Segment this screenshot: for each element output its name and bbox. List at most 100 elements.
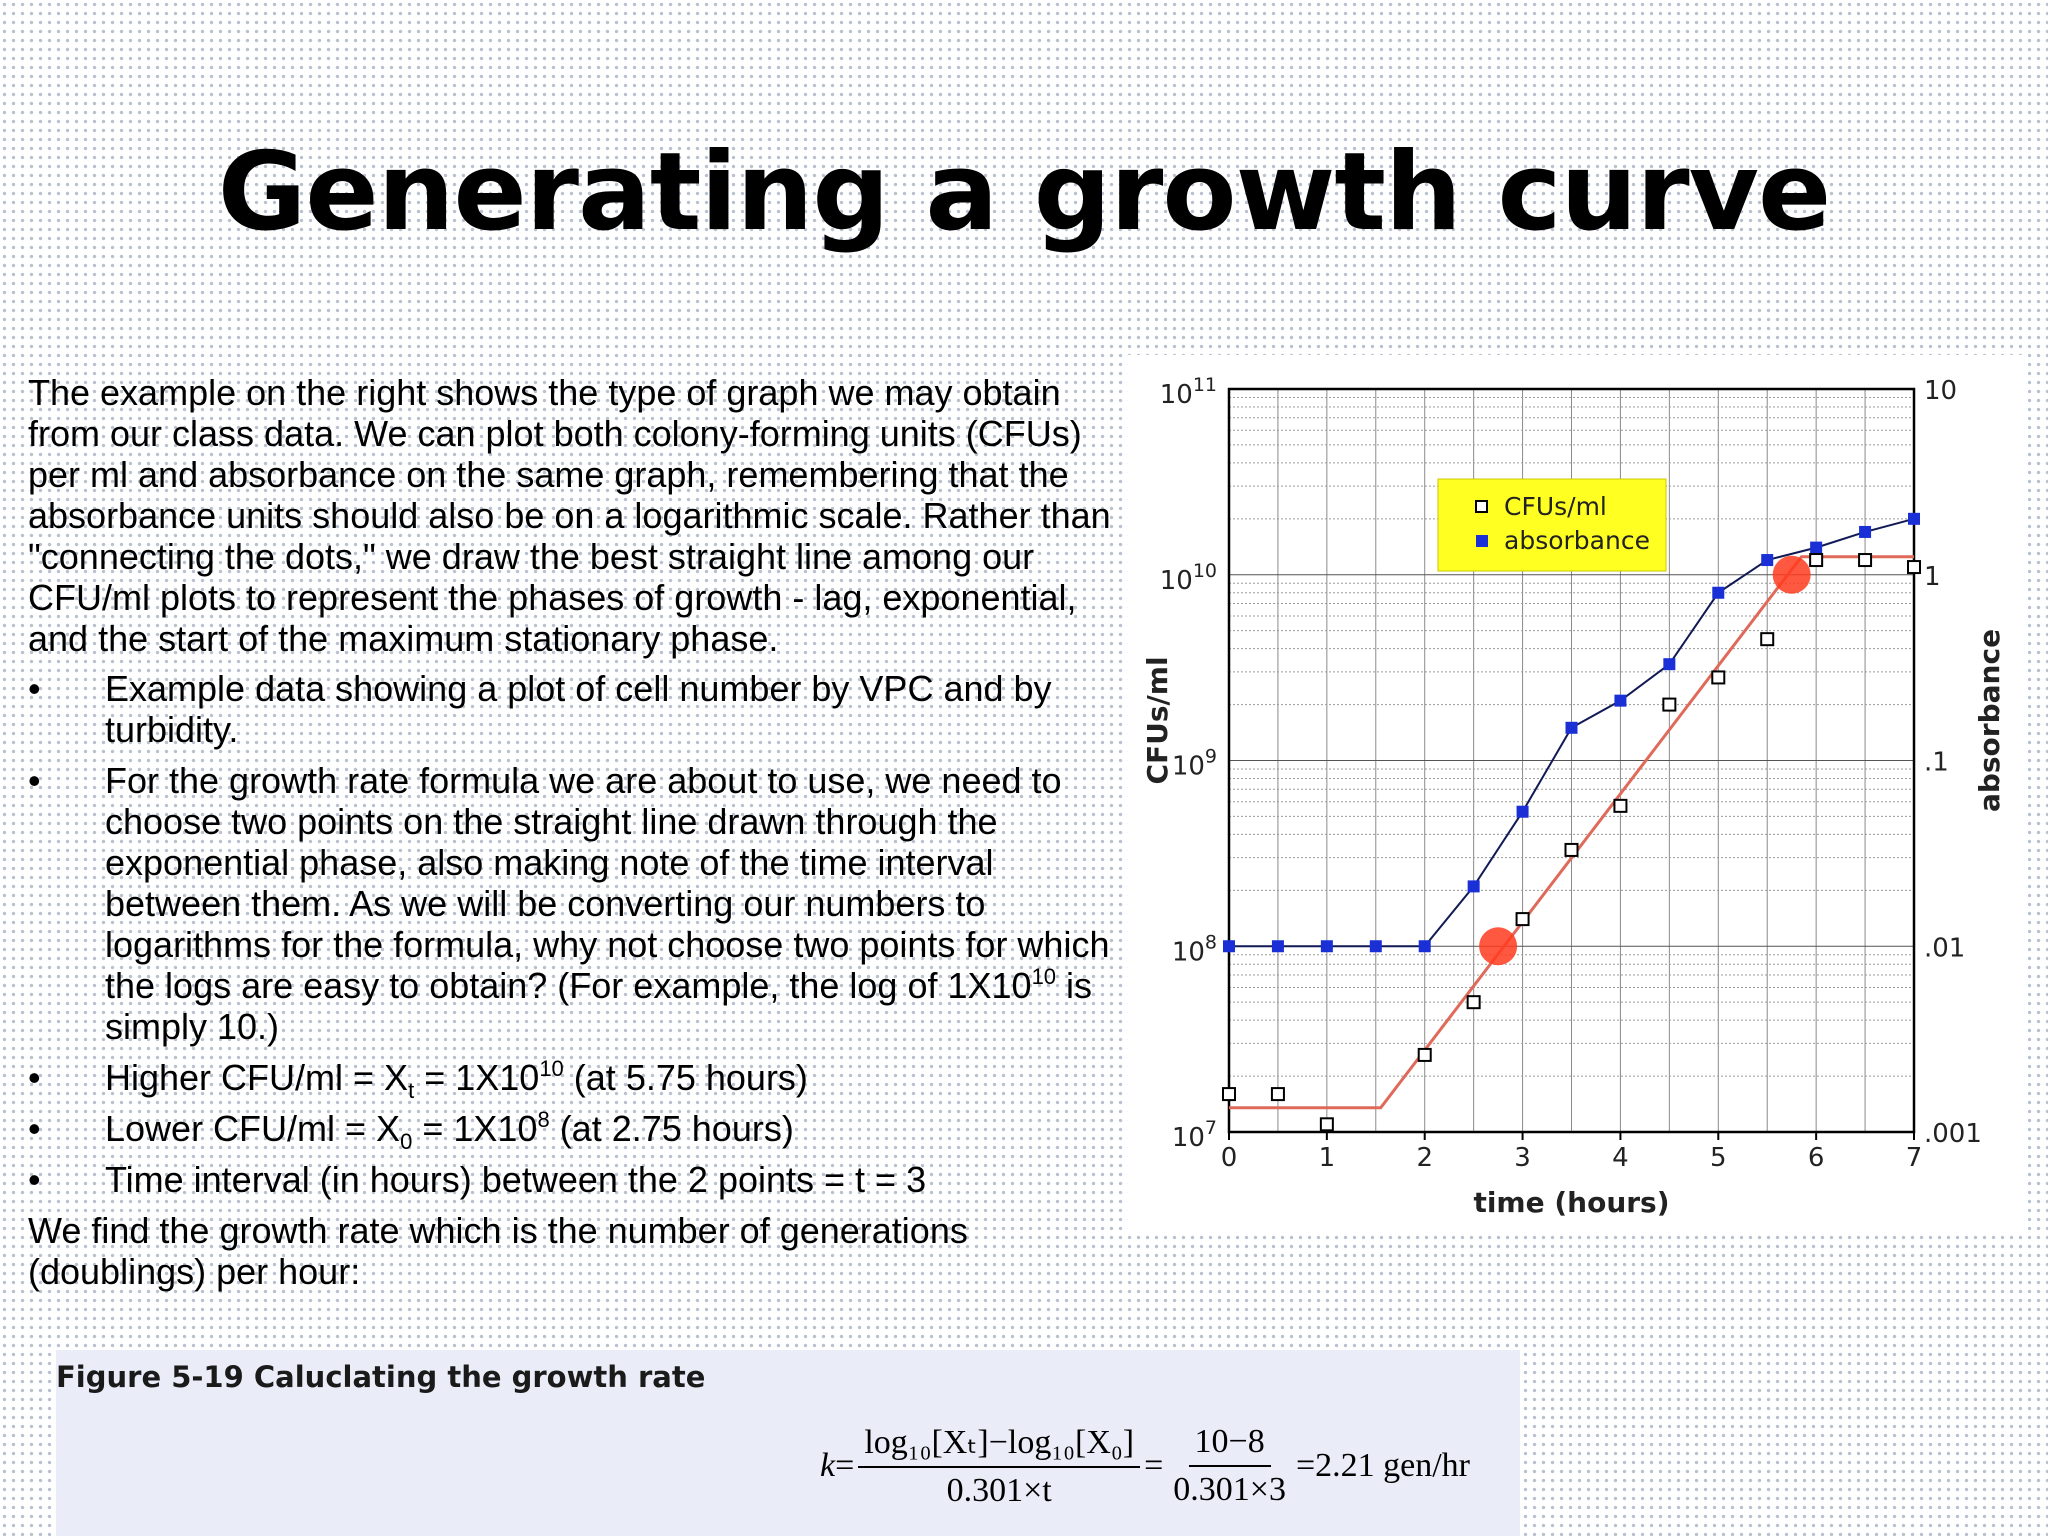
body-text: The example on the right shows the type … [28,372,1128,1292]
growth-rate-formula: k = log₁₀[Xₜ]−log₁₀[X₀] 0.301×t = 10−8 0… [820,1422,1470,1510]
cfu-point [1809,553,1824,568]
bullet-text: Example data showing a plot of cell numb… [105,668,1052,750]
slide-title: Generating a growth curve [217,130,1832,255]
absorbance-point [1418,940,1431,953]
absorbance-point [1908,512,1920,525]
x-tick-label: 6 [1808,1143,1825,1173]
absorbance-point [1271,940,1284,953]
cfu-point [1466,995,1481,1010]
cfu-point [1222,1087,1236,1102]
y-left-tick-label: 109 [1172,746,1217,782]
legend-label-cfu: CFUs/ml [1504,492,1607,521]
formula-figure: Figure 5-19 Caluclating the growth rate … [56,1350,1520,1536]
highlight-point [1772,555,1811,594]
subscript: t [408,1078,415,1103]
highlight-point [1479,927,1518,966]
best-fit-line [1229,555,1914,1110]
y-left-tick-label: 1010 [1160,560,1217,596]
bullet-text: = 1X10 [414,1057,540,1098]
absorbance-point [1614,694,1627,707]
bullet-marker: • [28,1159,41,1200]
bullet-item-3: • Higher CFU/ml = Xt = 1X1010 (at 5.75 h… [28,1056,1128,1102]
formula-denominator-2: 0.301×3 [1173,1471,1286,1508]
bullet-text: Time interval (in hours) between the 2 p… [105,1159,927,1200]
y-left-tick-label: 107 [1172,1117,1217,1153]
cfu-point [1515,912,1530,927]
formula-denominator-1: 0.301×t [946,1472,1052,1509]
bullet-item-4: • Lower CFU/ml = X0 = 1X108 (at 2.75 hou… [28,1107,1128,1153]
formula-fraction-1: log₁₀[Xₜ]−log₁₀[X₀] 0.301×t [858,1422,1141,1510]
exponent: 10 [1031,964,1057,989]
legend-swatch-cfu [1475,500,1488,513]
bullet-text: = 1X10 [412,1108,538,1149]
absorbance-point [1467,880,1480,893]
legend-swatch-absorbance [1476,535,1488,547]
bullet-marker: • [28,668,41,709]
exponent: 8 [537,1107,550,1132]
y-left-tick-label: 108 [1172,931,1217,967]
cfu-point [1907,560,1921,575]
bullet-marker: • [28,1108,41,1149]
cfu-point [1417,1047,1432,1062]
formula-numerator-1: log₁₀[Xₜ]−log₁₀[X₀] [858,1422,1141,1468]
cfu-point [1760,632,1775,647]
legend-box [1437,478,1667,572]
figure-caption: Figure 5-19 Caluclating the growth rate [56,1360,706,1394]
cfu-point [1858,553,1873,568]
bullet-item-2: • For the growth rate formula we are abo… [28,760,1128,1047]
cfu-point [1711,670,1726,685]
formula-numerator-2: 10−8 [1188,1423,1271,1467]
absorbance-point [1810,541,1823,554]
intro-paragraph: The example on the right shows the type … [28,372,1111,659]
bullet-marker: • [28,760,41,801]
y-right-tick-label: .01 [1924,933,1965,963]
formula-equals: = [1144,1447,1164,1484]
cfu-point [1564,842,1579,857]
absorbance-point [1565,721,1578,734]
absorbance-point [1223,940,1235,953]
absorbance-point [1516,805,1529,818]
bullet-text: Higher CFU/ml = X [105,1057,409,1098]
bullet-text-end: (at 2.75 hours) [549,1108,794,1149]
x-tick-label: 2 [1416,1143,1433,1173]
cfu-point [1270,1087,1285,1102]
formula-fraction-2: 10−8 0.301×3 [1167,1423,1292,1509]
bullet-marker: • [28,1057,41,1098]
plot-frame [1227,387,1916,1134]
x-tick-label: 3 [1514,1143,1531,1173]
absorbance-point [1663,658,1676,671]
cfu-point [1319,1117,1334,1132]
x-tick-label: 5 [1710,1143,1727,1173]
x-tick-label: 1 [1319,1143,1336,1173]
x-tick-label: 0 [1221,1143,1238,1173]
y-left-tick-label: 1011 [1160,374,1217,410]
x-tick-label: 7 [1906,1143,1923,1173]
legend-label-absorbance: absorbance [1504,526,1650,555]
formula-result: =2.21 gen/hr [1295,1447,1470,1484]
absorbance-point [1859,525,1872,538]
formula-k: k [820,1447,836,1484]
formula-equals: = [835,1447,855,1484]
y-right-tick-label: .001 [1924,1119,1982,1149]
bullet-text: Lower CFU/ml = X [105,1108,401,1149]
growth-chart: 0 1 2 3 4 5 6 7 time (hours) 107 108 109 1010 1011 .00… [1128,355,2028,1235]
bullet-text: For the growth rate formula we are about… [105,760,1110,1006]
closing-paragraph: We find the growth rate which is the num… [28,1210,968,1292]
y-right-tick-label: .1 [1924,748,1949,778]
subscript: 0 [400,1129,413,1154]
growth-chart-svg: 0 1 2 3 4 5 6 7 time (hours) 107 108 109 1010 1011 .00… [1141,374,2006,1219]
absorbance-point [1320,940,1333,953]
exponent: 10 [539,1056,564,1081]
y-left-axis-label: CFUs/ml [1141,656,1174,784]
bullet-item-1: • Example data showing a plot of cell nu… [28,668,1128,750]
bullet-item-5: • Time interval (in hours) between the 2… [28,1159,1128,1200]
y-right-tick-label: 10 [1924,376,1957,406]
bullet-text-end: (at 5.75 hours) [563,1057,808,1098]
absorbance-point [1712,586,1725,599]
y-right-axis-label: absorbance [1973,629,2006,812]
cfu-point [1662,697,1677,712]
bullet-list: • Example data showing a plot of cell nu… [28,668,1128,1200]
x-tick-label: 4 [1612,1143,1629,1173]
y-right-tick-label: 1 [1924,562,1941,592]
absorbance-point [1369,940,1382,953]
